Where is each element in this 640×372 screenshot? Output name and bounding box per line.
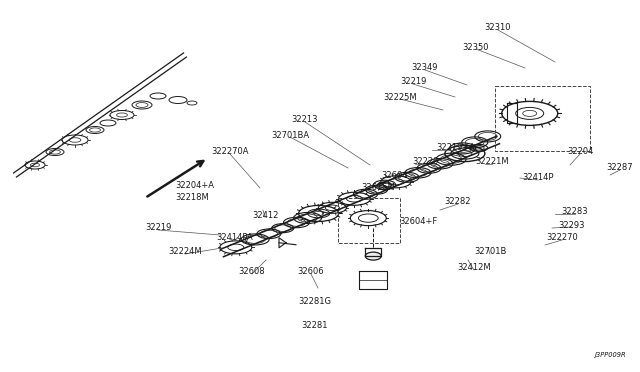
- Text: 32604: 32604: [381, 170, 408, 180]
- Text: 32281: 32281: [301, 321, 328, 330]
- Ellipse shape: [365, 252, 381, 260]
- Text: 32350: 32350: [463, 42, 489, 51]
- Text: 32414PA: 32414PA: [216, 234, 253, 243]
- Text: 32701B: 32701B: [474, 247, 506, 257]
- Text: 32349: 32349: [412, 64, 438, 73]
- Text: 32293: 32293: [559, 221, 585, 230]
- Text: 32282: 32282: [445, 198, 471, 206]
- Text: 32283: 32283: [562, 208, 588, 217]
- Text: 32287: 32287: [607, 164, 634, 173]
- Text: 32412M: 32412M: [457, 263, 491, 273]
- Text: J3PP009R: J3PP009R: [594, 352, 626, 358]
- Bar: [339, 198, 400, 243]
- Text: 32615M: 32615M: [361, 183, 395, 192]
- Text: 32204: 32204: [567, 148, 593, 157]
- Text: 32225M: 32225M: [383, 93, 417, 102]
- Text: 32281G: 32281G: [298, 298, 332, 307]
- Text: 32412: 32412: [252, 211, 278, 219]
- Text: 32220: 32220: [412, 157, 438, 167]
- Text: 32213: 32213: [292, 115, 318, 125]
- Text: 32224M: 32224M: [168, 247, 202, 257]
- Text: 32310: 32310: [484, 23, 511, 32]
- Text: 32218M: 32218M: [175, 193, 209, 202]
- Text: 32221M: 32221M: [475, 157, 509, 167]
- Text: 32204+A: 32204+A: [175, 180, 214, 189]
- Text: 32608: 32608: [239, 267, 266, 276]
- Text: 32604+F: 32604+F: [399, 218, 437, 227]
- Text: 322270: 322270: [546, 234, 578, 243]
- Text: 32701BA: 32701BA: [271, 131, 309, 140]
- Text: 32606: 32606: [298, 267, 324, 276]
- Text: 32219: 32219: [400, 77, 426, 87]
- Text: 32219+A: 32219+A: [436, 144, 476, 153]
- Bar: [495, 86, 589, 151]
- Text: 32219: 32219: [145, 224, 171, 232]
- Text: 32414P: 32414P: [522, 173, 554, 183]
- Text: 322270A: 322270A: [211, 148, 249, 157]
